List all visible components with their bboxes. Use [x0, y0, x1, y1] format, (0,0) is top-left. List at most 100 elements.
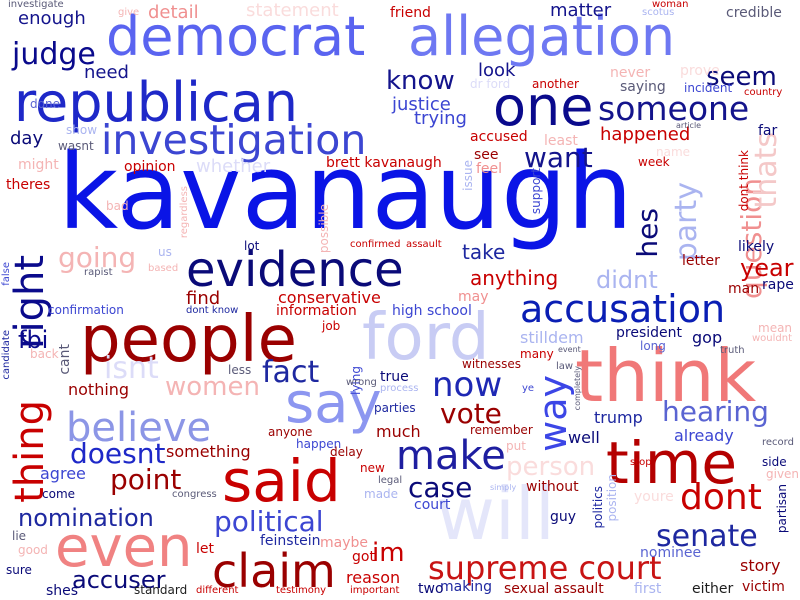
word-stilldem: stilldem [520, 328, 584, 347]
word-legal: legal [378, 475, 403, 486]
word-trying: trying [414, 108, 467, 129]
word-anything: anything [470, 266, 559, 290]
word-lot: lot [244, 239, 260, 253]
word-youre: youre [634, 489, 674, 505]
word-reason: reason [346, 568, 401, 587]
word-know: know [386, 66, 455, 96]
word-even: even [55, 515, 193, 580]
word-nomination: nomination [18, 504, 154, 532]
word-let: let [196, 541, 214, 557]
word-letter: letter [682, 253, 720, 269]
word-come: come [42, 487, 76, 501]
word-court: court [414, 497, 451, 513]
word-fbi: fbi [18, 326, 49, 354]
word-different: different [196, 585, 239, 596]
word-statement: statement [246, 0, 339, 21]
word-saying: saying [620, 79, 666, 95]
word-rapist: rapist [84, 267, 113, 278]
word-week: week [638, 155, 670, 169]
word-less: less [228, 363, 252, 377]
word-believe: believe [66, 405, 212, 451]
word-delay: delay [330, 445, 363, 459]
word-kavanaugh: kavanaugh [58, 131, 633, 253]
word-happened: happened [600, 124, 691, 145]
word-find: find [186, 288, 221, 309]
word-witnesses: witnesses [462, 357, 521, 371]
word-partisan: partisan [775, 484, 789, 534]
word-hes: hes [631, 208, 664, 258]
word-side: side [762, 455, 787, 469]
word-scotus: scotus [642, 7, 675, 18]
word-conservative: conservative [278, 288, 381, 307]
word-maybe: maybe [320, 535, 369, 551]
word-without: without [526, 479, 579, 495]
word-senate: senate [656, 519, 758, 554]
word-country: country [744, 87, 783, 98]
word-doesnt: doesnt [70, 437, 166, 470]
word-congress: congress [172, 489, 217, 500]
word-wouldnt: wouldnt [752, 333, 793, 344]
word-rape: rape [762, 277, 794, 293]
word-happen: happen [296, 437, 342, 451]
word-point: point [110, 463, 182, 496]
word-dr-ford: dr ford [470, 77, 511, 91]
word-investigate: investigate [8, 0, 64, 10]
word-trump: trump [594, 408, 643, 427]
word-article: article [676, 121, 702, 130]
word-take: take [462, 240, 506, 264]
word-least: least [544, 133, 578, 149]
word-position: position [605, 474, 619, 522]
word-given: given [766, 467, 800, 481]
word-detail: detail [148, 2, 199, 23]
word-possible: possible [317, 204, 331, 254]
word-feinstein: feinstein [260, 533, 321, 549]
word-sure: sure [6, 563, 32, 577]
word-women: women [165, 372, 260, 402]
word-regardless: regardless [179, 186, 190, 239]
word-people: people [80, 303, 297, 377]
word-going: going [58, 241, 137, 274]
word-feel: feel [476, 161, 503, 177]
word-us: us [158, 245, 172, 259]
word-hearing: hearing [662, 395, 769, 428]
word-important: important [350, 585, 400, 596]
word-long: long [640, 339, 666, 353]
word-opinion: opinion [124, 159, 176, 175]
word-support: support [529, 168, 543, 215]
word-fact: fact [262, 355, 320, 390]
word-want: want [524, 141, 593, 174]
word-false: false [1, 262, 12, 286]
word-parties: parties [374, 401, 416, 415]
word-true: true [380, 369, 409, 385]
word-friend: friend [390, 5, 431, 21]
word-based: based [148, 263, 179, 274]
word-nothing: nothing [68, 380, 130, 399]
word-allegation: allegation [408, 5, 676, 68]
word-far: far [758, 123, 778, 139]
word-testimony: testimony [276, 585, 327, 596]
word-confirmed: confirmed [350, 239, 401, 250]
word-supreme-court: supreme court [428, 549, 662, 587]
word-dont: dont [680, 477, 762, 518]
word-im: im [372, 538, 405, 568]
word-mean: mean [758, 321, 793, 335]
word-now: now [432, 365, 503, 405]
word-truth: truth [720, 345, 745, 356]
word-standard: standard [134, 583, 188, 597]
word-democrat: democrat [106, 5, 366, 68]
word-wasnt: wasnt [58, 139, 94, 153]
word-stop: stop [630, 457, 652, 468]
word-law: law [556, 361, 574, 372]
word-politics: politics [591, 486, 605, 529]
word-case: case [408, 471, 473, 504]
word-making: making [440, 579, 492, 595]
word-judge: judge [12, 37, 96, 72]
word-simply: simply [490, 483, 517, 492]
word-investigation: investigation [101, 116, 367, 164]
word-back: back [30, 347, 59, 361]
word-justice: justice [392, 94, 451, 115]
word-claim: claim [212, 544, 336, 598]
word-brett-kavanaugh: brett kavanaugh [326, 155, 442, 171]
word-incident: incident [684, 81, 733, 95]
